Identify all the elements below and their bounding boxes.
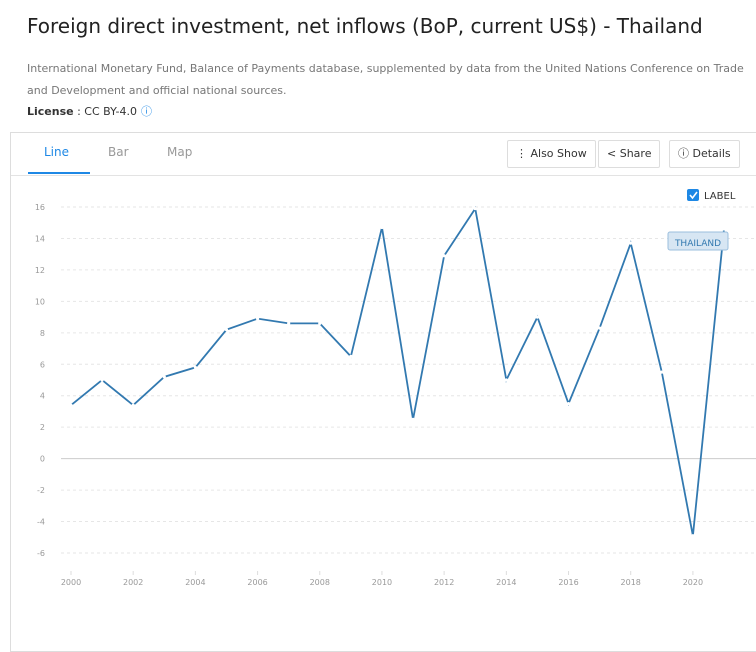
x-tick-label: 2012: [434, 578, 454, 587]
data-point: [566, 401, 571, 406]
y-tick-label: 6: [40, 360, 45, 369]
data-point: [100, 378, 104, 382]
y-tick-label: -6: [37, 549, 45, 558]
tab[interactable]: Bar: [108, 145, 129, 159]
x-tick-label: 2014: [496, 578, 516, 587]
data-point: [349, 354, 353, 359]
chart: LABEL -6 -4 -2 0 2 4 6 8 10 12 14 16 2000 2002 2004 200…: [35, 189, 756, 587]
button-label: Details: [692, 147, 731, 160]
data-point: [442, 254, 446, 258]
data-point: [287, 321, 291, 325]
tab-bar: Line Bar Map ⋮ Also Show < Share ⓘ Detai…: [11, 133, 756, 176]
y-tick-label: 16: [35, 203, 45, 212]
y-tick-label: 2: [40, 423, 45, 432]
y-tick-label: 4: [40, 392, 45, 401]
series-label: THAILAND: [674, 239, 721, 249]
label-toggle[interactable]: LABEL: [704, 191, 736, 202]
data-point: [318, 321, 322, 325]
x-tick-label: 2016: [558, 578, 578, 587]
data-line: [70, 206, 725, 536]
data-point: [691, 534, 695, 538]
button-label: Also Show: [530, 147, 587, 160]
x-tick-label: 2008: [310, 578, 330, 587]
x-tick-label: 2018: [621, 578, 641, 587]
active-underline: [28, 172, 90, 174]
button[interactable]: < Share: [598, 140, 661, 168]
data-point: [660, 370, 664, 374]
y-tick-label: 8: [40, 329, 45, 338]
y-tick-label: 0: [40, 455, 45, 464]
data-point: [535, 315, 540, 319]
x-tick-label: 2000: [61, 578, 81, 587]
data-point: [504, 378, 508, 382]
data-point: [598, 326, 602, 330]
data-point: [162, 375, 166, 379]
checkbox[interactable]: [687, 189, 699, 201]
y-tick-label: -4: [37, 518, 45, 527]
license-value: : CC BY-4.0: [77, 105, 137, 118]
license: License : CC BY-4.0 ⓘ: [27, 103, 152, 119]
y-tick-label: 12: [35, 266, 45, 275]
data-point: [629, 241, 633, 245]
x-tick-label: 2020: [683, 578, 703, 587]
check-mark: [689, 191, 698, 200]
info-icon[interactable]: ⓘ: [141, 105, 152, 118]
y-tick-label: 10: [35, 297, 45, 306]
data-point: [411, 417, 415, 421]
y-tick-label: -2: [37, 486, 45, 495]
x-tick-label: 2004: [185, 578, 205, 587]
data-point: [380, 225, 384, 230]
data-point: [722, 227, 726, 231]
series-label-box: [667, 231, 729, 251]
data-point: [255, 317, 260, 321]
license-label: License: [27, 105, 74, 118]
button-label: Share: [619, 147, 652, 160]
tab[interactable]: Map: [167, 145, 193, 159]
data-point: [69, 403, 73, 407]
data-point: [193, 365, 197, 370]
y-tick-label: 14: [35, 234, 45, 243]
data-point: [131, 403, 135, 407]
data-point: [224, 328, 229, 332]
source-note: International Monetary Fund, Balance of …: [27, 62, 744, 97]
data-point: [473, 206, 477, 211]
page-title: Foreign direct investment, net inflows (…: [27, 14, 703, 38]
x-tick-label: 2002: [123, 578, 143, 587]
button[interactable]: ⋮ Also Show: [507, 140, 596, 168]
tab[interactable]: Line: [44, 145, 70, 159]
x-tick-label: 2010: [372, 578, 392, 587]
x-tick-label: 2006: [247, 578, 267, 587]
button[interactable]: ⓘ Details: [669, 140, 740, 168]
